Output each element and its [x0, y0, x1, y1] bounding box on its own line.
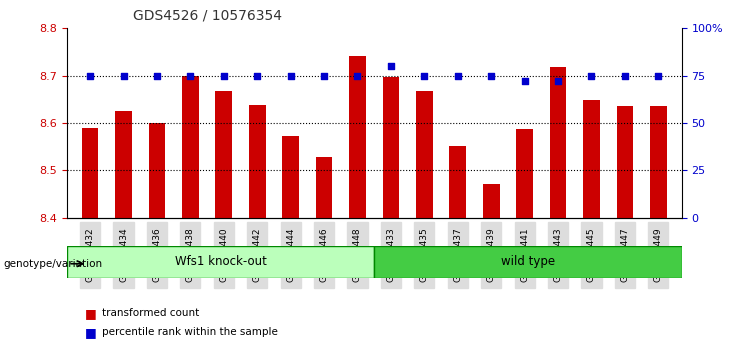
Point	[218, 73, 230, 79]
Bar	[82, 128, 99, 218]
Text: ■: ■	[85, 326, 97, 338]
Point	[251, 73, 263, 79]
Bar	[316, 157, 333, 218]
Point	[385, 63, 397, 69]
Bar	[216, 91, 232, 218]
Point	[552, 79, 564, 84]
Point	[519, 79, 531, 84]
Point	[652, 73, 664, 79]
Text: transformed count: transformed count	[102, 308, 199, 318]
Bar	[550, 67, 566, 218]
Text: GDS4526 / 10576354: GDS4526 / 10576354	[133, 9, 282, 23]
Point	[84, 73, 96, 79]
Bar	[249, 105, 265, 218]
Bar	[516, 129, 533, 218]
Point	[485, 73, 497, 79]
Text: genotype/variation: genotype/variation	[4, 259, 103, 269]
Bar	[282, 136, 299, 218]
Bar	[483, 184, 499, 218]
Bar	[449, 146, 466, 218]
Point	[318, 73, 330, 79]
Text: percentile rank within the sample: percentile rank within the sample	[102, 327, 278, 337]
Point	[585, 73, 597, 79]
Bar	[416, 91, 433, 218]
Point	[351, 73, 363, 79]
Text: ■: ■	[85, 307, 97, 320]
Bar	[349, 56, 366, 218]
Point	[285, 73, 296, 79]
Text: wild type: wild type	[501, 256, 555, 268]
Bar	[617, 107, 634, 218]
Bar	[182, 76, 199, 218]
Bar	[382, 76, 399, 218]
Bar	[115, 111, 132, 218]
Point	[419, 73, 431, 79]
Point	[151, 73, 163, 79]
Bar	[583, 100, 599, 218]
Point	[452, 73, 464, 79]
Point	[185, 73, 196, 79]
Bar	[650, 107, 667, 218]
Point	[118, 73, 130, 79]
Bar	[149, 123, 165, 218]
Point	[619, 73, 631, 79]
FancyBboxPatch shape	[374, 246, 682, 278]
FancyBboxPatch shape	[67, 246, 374, 278]
Text: Wfs1 knock-out: Wfs1 knock-out	[175, 256, 266, 268]
